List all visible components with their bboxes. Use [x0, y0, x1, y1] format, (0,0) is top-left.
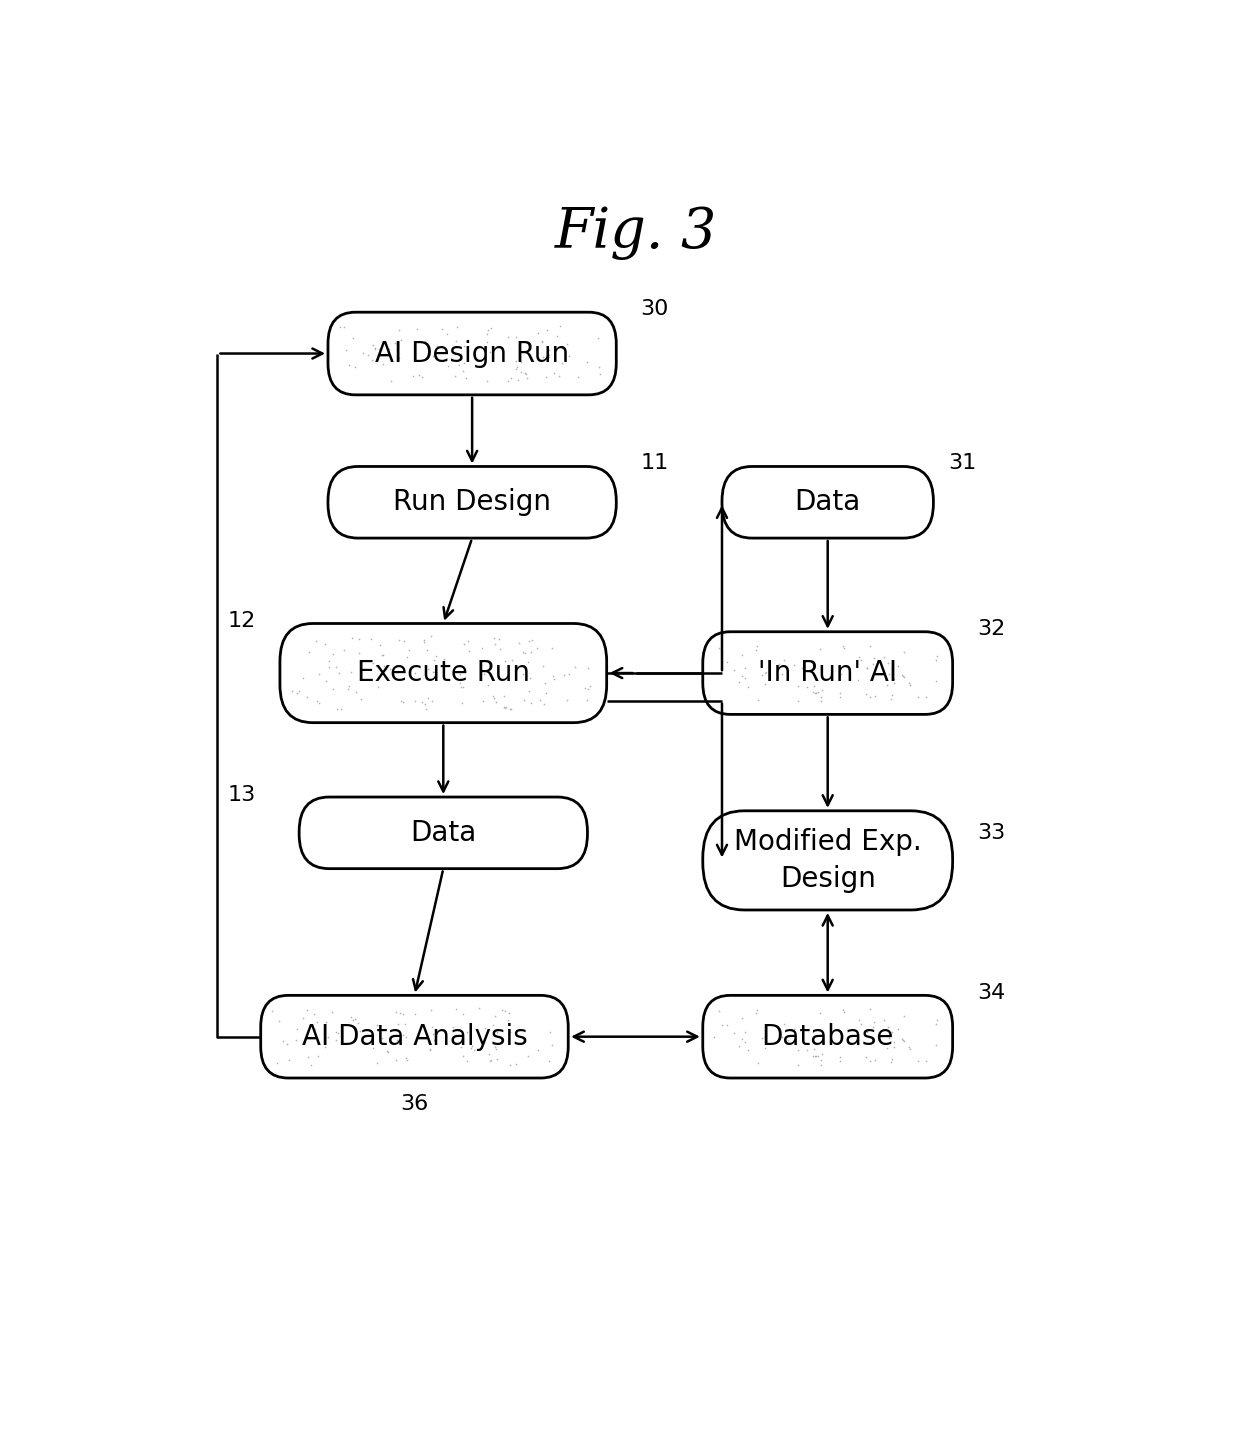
Text: 36: 36 — [401, 1093, 429, 1113]
Text: 30: 30 — [641, 299, 668, 319]
Text: AI Data Analysis: AI Data Analysis — [301, 1023, 527, 1050]
Text: 11: 11 — [641, 452, 668, 472]
Text: Run Design: Run Design — [393, 488, 551, 517]
Text: Data: Data — [795, 488, 861, 517]
Text: 12: 12 — [227, 611, 255, 631]
FancyBboxPatch shape — [703, 811, 952, 910]
Text: 13: 13 — [227, 786, 255, 806]
FancyBboxPatch shape — [703, 631, 952, 714]
Text: AI Design Run: AI Design Run — [374, 339, 569, 368]
FancyBboxPatch shape — [299, 797, 588, 869]
Text: 34: 34 — [977, 983, 1006, 1003]
FancyBboxPatch shape — [327, 312, 616, 395]
Text: Execute Run: Execute Run — [357, 660, 529, 687]
FancyBboxPatch shape — [280, 624, 606, 723]
FancyBboxPatch shape — [722, 467, 934, 538]
Text: 32: 32 — [977, 620, 1006, 640]
FancyBboxPatch shape — [703, 996, 952, 1078]
Text: Database: Database — [761, 1023, 894, 1050]
FancyBboxPatch shape — [327, 467, 616, 538]
Text: Data: Data — [410, 819, 476, 847]
Text: Fig. 3: Fig. 3 — [554, 205, 717, 259]
Text: 31: 31 — [949, 452, 976, 472]
Text: 33: 33 — [977, 823, 1006, 843]
FancyBboxPatch shape — [260, 996, 568, 1078]
Text: Modified Exp.
Design: Modified Exp. Design — [734, 829, 921, 893]
Text: 'In Run' AI: 'In Run' AI — [758, 660, 898, 687]
